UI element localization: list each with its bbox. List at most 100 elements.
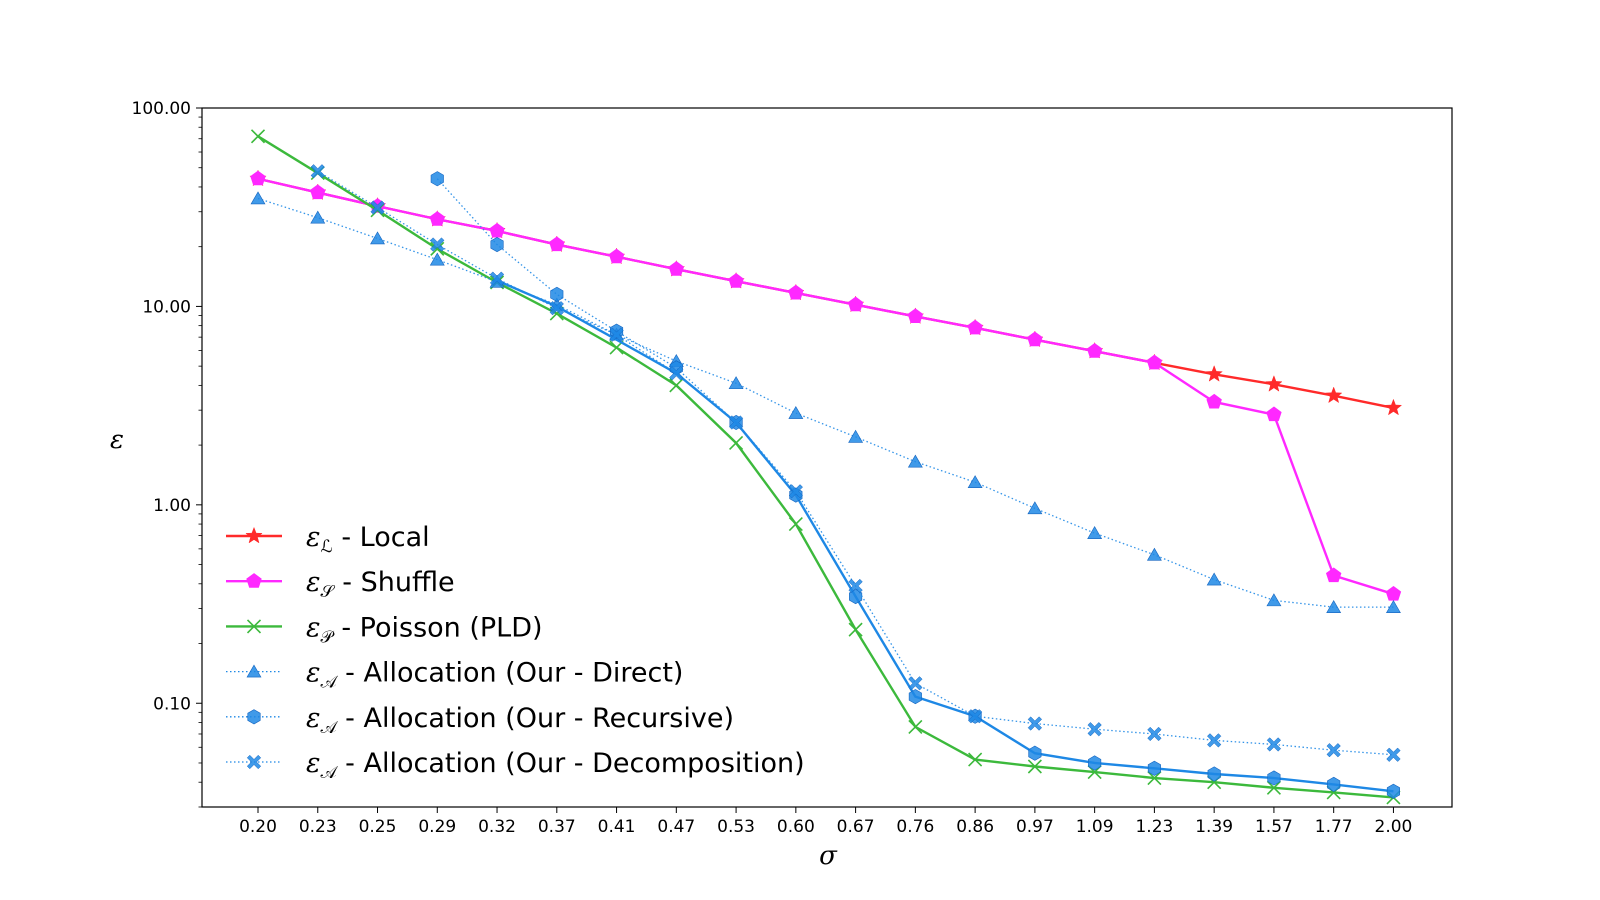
data-point-allocation-our-decomposition-5 [549, 301, 564, 316]
x-tick-label-14: 1.09 [1076, 817, 1114, 837]
data-point-allocation-our-decomposition-4 [489, 271, 505, 286]
legend-marker-poisson-pld [246, 619, 262, 634]
legend-subscript: 𝒜 [321, 673, 339, 693]
data-point-allocation-our-decomposition-16 [1207, 733, 1222, 748]
data-point-poisson-pld-7 [669, 378, 684, 393]
data-point-shuffle-17 [1266, 406, 1282, 422]
x-tick-label-2: 0.25 [359, 817, 397, 837]
data-point-allocation-our-decomposition-18 [1326, 743, 1341, 758]
legend-epsilon: ε [306, 658, 321, 689]
data-point-poisson-pld-10 [848, 622, 863, 637]
y-axis-label: ε [110, 425, 124, 455]
data-point-shuffle-10 [847, 296, 864, 312]
legend-subscript: 𝒜 [321, 718, 339, 738]
data-point-allocation-our-recursive-14 [1088, 755, 1102, 771]
legend-label-poisson-pld: ε𝒫 - Poisson (PLD) [306, 612, 543, 647]
data-point-allocation-our-decomposition-13 [1027, 716, 1043, 731]
legend-label-shuffle: ε𝒮 - Shuffle [306, 567, 455, 602]
data-point-shuffle-18 [1325, 567, 1342, 583]
x-tick-label-19: 2.00 [1375, 817, 1413, 837]
series-solid-line-allocation-our-recursive [496, 279, 1394, 793]
data-point-allocation-our-direct-16 [1206, 572, 1222, 586]
data-point-poisson-pld-3 [430, 241, 445, 256]
y-tick-label-0: 0.10 [153, 694, 191, 714]
legend-label-allocation-our-decomposition: ε𝒜 - Allocation (Our - Decomposition) [306, 748, 805, 783]
series-line-allocation-our-direct [257, 197, 1394, 608]
axes-frame [201, 107, 1453, 808]
data-point-allocation-our-direct-15 [1146, 547, 1162, 561]
legend-entry-local: εℒ - Local [226, 522, 430, 557]
data-point-allocation-our-recursive-10 [849, 588, 863, 605]
data-point-poisson-pld-13 [1027, 759, 1042, 774]
data-point-shuffle-0 [250, 170, 266, 186]
data-point-shuffle-7 [668, 261, 685, 276]
data-point-shuffle-13 [1027, 331, 1043, 347]
data-point-shuffle-5 [549, 236, 565, 252]
data-point-allocation-our-direct-17 [1266, 593, 1282, 607]
data-point-allocation-our-direct-2 [370, 231, 385, 245]
x-tick-label-0: 0.20 [239, 817, 277, 837]
x-tick-label-9: 0.60 [777, 817, 815, 837]
data-point-shuffle-9 [788, 284, 804, 300]
data-point-allocation-our-direct-13 [1027, 501, 1043, 515]
x-tick-label-5: 0.37 [538, 817, 576, 837]
legend-marker-allocation-our-direct [246, 664, 262, 678]
data-point-shuffle-12 [967, 319, 983, 335]
series-group [249, 129, 1403, 805]
data-point-allocation-our-direct-0 [250, 191, 266, 205]
x-tick-label-13: 0.97 [1016, 817, 1054, 837]
data-point-poisson-pld-9 [788, 516, 803, 532]
data-point-shuffle-1 [310, 184, 326, 200]
data-point-poisson-pld-11 [908, 719, 923, 734]
x-tick-label-1: 0.23 [299, 817, 337, 837]
legend-epsilon: ε [306, 567, 321, 598]
x-tick-label-6: 0.41 [598, 817, 636, 837]
data-point-poisson-pld-0 [250, 129, 266, 144]
legend-subscript: 𝒜 [321, 763, 339, 783]
data-point-shuffle-11 [907, 308, 924, 324]
series-allocation-our-recursive [430, 171, 1400, 799]
data-point-allocation-our-direct-8 [728, 376, 744, 390]
legend-epsilon: ε [306, 612, 321, 643]
data-point-allocation-our-recursive-13 [1028, 745, 1042, 761]
data-point-poisson-pld-12 [968, 752, 983, 767]
data-point-allocation-our-decomposition-3 [430, 237, 445, 252]
data-point-allocation-our-recursive-9 [789, 487, 803, 503]
data-point-shuffle-14 [1086, 343, 1103, 358]
data-point-allocation-our-decomposition-1 [310, 164, 325, 179]
legend: εℒ - Local ε𝒮 - Shuffle ε𝒫 - Poisson (PLD)… [226, 522, 805, 783]
data-point-poisson-pld-17 [1266, 780, 1281, 795]
data-point-allocation-our-recursive-16 [1207, 766, 1221, 782]
legend-epsilon: ε [306, 522, 321, 553]
x-tick-label-16: 1.39 [1195, 817, 1233, 837]
data-point-allocation-our-direct-18 [1326, 600, 1342, 613]
plot-area [249, 129, 1403, 805]
data-point-shuffle-16 [1206, 393, 1222, 409]
x-axis-label: σ [819, 841, 838, 871]
x-tick-label-18: 1.77 [1315, 817, 1353, 837]
x-tick-label-11: 0.76 [896, 817, 934, 837]
legend-epsilon: ε [306, 748, 321, 779]
y-tick-label-1: 1.00 [153, 496, 191, 516]
data-point-local-19 [1384, 398, 1403, 416]
data-point-allocation-our-decomposition-17 [1266, 737, 1282, 752]
legend-marker-allocation-our-recursive [247, 709, 261, 725]
x-tick-label-10: 0.67 [837, 817, 875, 837]
data-point-allocation-our-decomposition-6 [609, 327, 624, 342]
data-point-local-16 [1205, 365, 1223, 382]
data-point-allocation-our-decomposition-11 [908, 676, 923, 691]
legend-label-allocation-our-recursive: ε𝒜 - Allocation (Our - Recursive) [306, 703, 734, 738]
data-point-allocation-our-decomposition-7 [669, 366, 684, 381]
data-point-allocation-our-decomposition-12 [967, 709, 983, 724]
data-point-allocation-our-recursive-3 [430, 171, 444, 187]
x-tick-label-15: 1.23 [1135, 817, 1173, 837]
data-point-allocation-our-recursive-5 [550, 286, 564, 302]
legend-label-local: εℒ - Local [306, 522, 430, 557]
data-point-shuffle-3 [429, 211, 445, 226]
data-point-allocation-our-recursive-6 [610, 323, 624, 339]
legend-label-text: - Local [333, 522, 430, 553]
data-point-allocation-our-direct-14 [1087, 526, 1103, 539]
data-point-allocation-our-recursive-15 [1147, 760, 1161, 776]
data-point-allocation-our-decomposition-8 [728, 415, 744, 430]
series-line-poisson-pld [257, 135, 1394, 799]
